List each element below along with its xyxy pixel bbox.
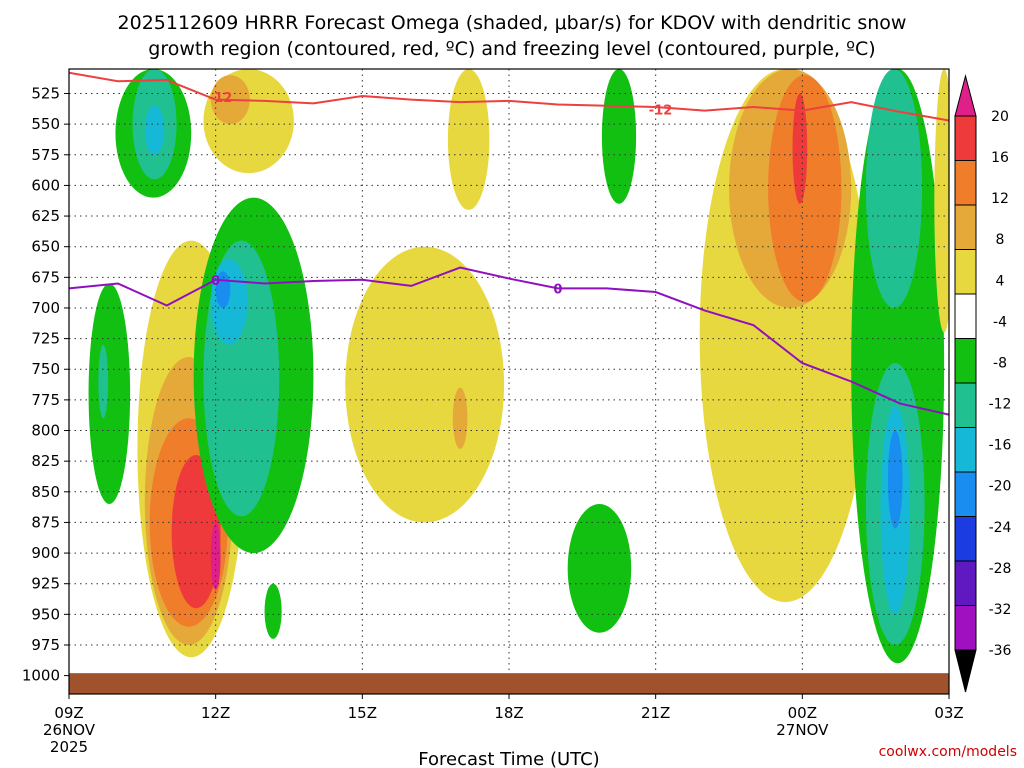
colorbar-band-8	[954, 427, 977, 473]
colorbar-label--24: -24	[989, 520, 1012, 536]
y-tick-label-550: 550	[31, 115, 60, 133]
y-tick-label-700: 700	[31, 299, 60, 317]
y-tick-label-950: 950	[31, 605, 60, 623]
y-tick-label-750: 750	[31, 360, 60, 378]
ground-strip	[69, 673, 949, 694]
ground-layer	[69, 673, 949, 694]
colorbar-label--12: -12	[989, 397, 1012, 413]
x-tick-date-00Z: 27NOV	[776, 721, 829, 739]
colorbar-label--36: -36	[989, 643, 1012, 659]
contour-label-freezing-level-0: 0	[553, 282, 562, 297]
colorbar-label--28: -28	[989, 561, 1012, 577]
contour-label-freezing-level-0: 0	[211, 274, 220, 289]
x-tick-label-00Z: 00Z	[788, 704, 817, 722]
plot-area: -12 -12 0 0	[68, 68, 950, 695]
omega-region-green-small-13z	[264, 583, 282, 639]
omega-region-green-low-19z	[567, 504, 632, 633]
colorbar-label--16: -16	[989, 438, 1012, 454]
colorbar: 20 16 12 8 4 -4 -8 -12 -16 -20 -24 -28 -32 -36	[954, 74, 1012, 693]
omega-region-yellow-far-edge	[934, 69, 949, 333]
colorbar-label--20: -20	[989, 479, 1012, 495]
colorbar-band-10	[954, 516, 977, 562]
x-tick-date-09Z: 26NOV	[43, 721, 96, 739]
colorbar-band-12	[954, 605, 977, 651]
y-tick-label-650: 650	[31, 238, 60, 256]
colorbar-band-3	[954, 204, 977, 250]
x-axis-label: Forecast Time (UTC)	[418, 749, 599, 768]
omega-region-green-top-20z	[601, 69, 637, 204]
y-axis: 525 550 575 600 625 650 675 700 725 750 775 800 825 8…	[22, 85, 69, 685]
colorbar-label-12: 12	[991, 191, 1009, 207]
y-tick-label-825: 825	[31, 452, 60, 470]
colorbar-band-11	[954, 560, 977, 606]
colorbar-label-4: 4	[996, 273, 1005, 289]
contour-dendritic-minus12	[69, 71, 949, 122]
y-tick-label-525: 525	[31, 85, 60, 103]
x-tick-year-09Z: 2025	[50, 738, 88, 756]
colorbar-band-6	[954, 338, 977, 384]
colorbar-label-16: 16	[991, 150, 1009, 166]
omega-region-magenta-left-main	[210, 522, 221, 590]
colorbar-band-2	[954, 160, 977, 206]
y-tick-label-600: 600	[31, 176, 60, 194]
colorbar-label-8: 8	[996, 232, 1005, 248]
colorbar-label--4: -4	[993, 314, 1007, 330]
colorbar-label-20: 20	[991, 109, 1009, 125]
chart-title-line-1: 2025112609 HRRR Forecast Omega (shaded, …	[118, 12, 907, 34]
omega-region-teal-far-right	[865, 69, 923, 308]
y-tick-label-775: 775	[31, 391, 60, 409]
omega-region-cyan-top-left	[144, 105, 165, 155]
y-tick-label-575: 575	[31, 146, 60, 164]
colorbar-bottom-triangle	[954, 649, 977, 693]
colorbar-band-4	[954, 249, 977, 295]
y-tick-label-800: 800	[31, 422, 60, 440]
y-tick-label-725: 725	[31, 330, 60, 348]
y-tick-label-975: 975	[31, 636, 60, 654]
omega-region-yellow-mid	[345, 246, 505, 523]
y-tick-label-1000: 1000	[22, 667, 60, 685]
x-tick-label-09Z: 09Z	[54, 704, 83, 722]
y-tick-label-900: 900	[31, 544, 60, 562]
y-tick-label-675: 675	[31, 268, 60, 286]
omega-region-blue-far-right	[887, 430, 903, 529]
contour-label-dendritic-minus12: -12	[649, 103, 673, 118]
colorbar-label--8: -8	[993, 355, 1007, 371]
x-tick-label-15Z: 15Z	[348, 704, 377, 722]
colorbar-band-5	[954, 293, 977, 339]
omega-region-teal-left-low	[98, 344, 109, 419]
y-tick-label-925: 925	[31, 575, 60, 593]
omega-region-tan-mid	[452, 387, 468, 449]
colorbar-band-9	[954, 471, 977, 517]
contour-label-dendritic-minus12: -12	[209, 91, 233, 106]
omega-region-green-left-low	[88, 283, 131, 505]
colorbar-band-7	[954, 382, 977, 428]
credit-label: coolwx.com/models	[879, 744, 1017, 760]
y-tick-label-625: 625	[31, 207, 60, 225]
omega-region-red-left-main	[171, 455, 221, 609]
x-tick-label-18Z: 18Z	[494, 704, 523, 722]
x-tick-label-03Z: 03Z	[934, 704, 963, 722]
x-tick-label-21Z: 21Z	[641, 704, 670, 722]
colorbar-band-1	[954, 115, 977, 161]
grid-lines	[68, 69, 950, 694]
contour-freezing-level-0	[69, 266, 949, 416]
omega-region-red-right	[792, 93, 808, 204]
contour-lines: -12 -12 0 0	[69, 71, 949, 416]
colorbar-top-triangle	[954, 74, 977, 117]
chart-title-line-2: growth region (contoured, red, ºC) and f…	[148, 38, 875, 60]
x-tick-label-12Z: 12Z	[201, 704, 230, 722]
omega-region-yellow-top-mid	[447, 69, 490, 210]
colorbar-label--32: -32	[989, 602, 1012, 618]
y-tick-label-850: 850	[31, 483, 60, 501]
omega-shading	[88, 69, 949, 664]
y-tick-label-875: 875	[31, 513, 60, 531]
